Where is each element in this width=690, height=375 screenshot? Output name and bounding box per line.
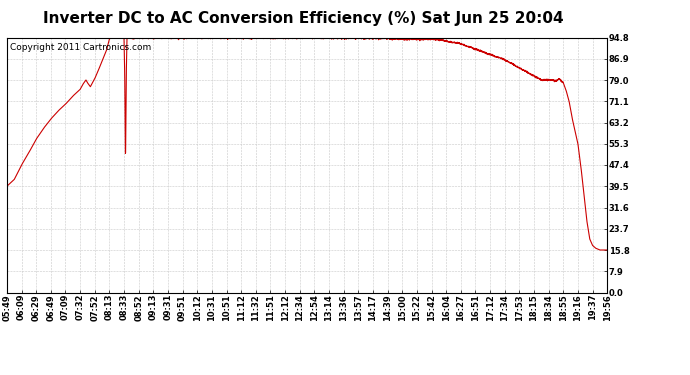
Text: Copyright 2011 Cartronics.com: Copyright 2011 Cartronics.com	[10, 43, 151, 52]
Text: Inverter DC to AC Conversion Efficiency (%) Sat Jun 25 20:04: Inverter DC to AC Conversion Efficiency …	[43, 11, 564, 26]
